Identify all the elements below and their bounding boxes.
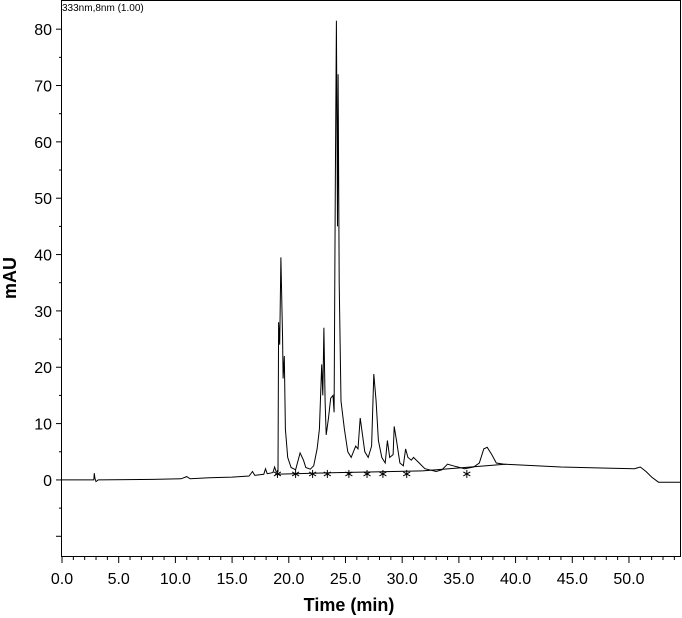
x-tick-label: 20.0 bbox=[273, 571, 304, 588]
x-tick-label: 45.0 bbox=[557, 571, 588, 588]
y-tick-label: 30 bbox=[34, 304, 52, 321]
x-tick-label: 15.0 bbox=[217, 571, 248, 588]
y-tick-label: 40 bbox=[34, 248, 52, 265]
y-tick-label: 0 bbox=[43, 473, 52, 490]
peak-marker bbox=[323, 469, 332, 478]
y-tick-label: 60 bbox=[34, 135, 52, 152]
chromatogram-trace bbox=[62, 20, 680, 483]
y-tick-label: 20 bbox=[34, 360, 52, 377]
x-axis: 0.0 5.0 10.0 15.0 20.0 25.0 30.0 35.0 40.0 45.0 50… bbox=[51, 556, 675, 588]
y-axis: 0 10 20 30 40 50 60 70 80 bbox=[34, 22, 62, 537]
x-tick-label: 0.0 bbox=[51, 571, 73, 588]
baseline-segment bbox=[422, 463, 507, 472]
peak-marker bbox=[402, 469, 411, 478]
x-tick-label: 30.0 bbox=[387, 571, 418, 588]
x-axis-title: Time (min) bbox=[304, 595, 395, 615]
peak-marker bbox=[308, 469, 317, 478]
peak-marker bbox=[363, 469, 371, 478]
peak-marker bbox=[291, 469, 300, 478]
y-tick-label: 50 bbox=[34, 191, 52, 208]
peak-markers bbox=[273, 469, 471, 478]
y-tick-label: 80 bbox=[34, 22, 52, 39]
peak-marker bbox=[463, 469, 471, 478]
x-tick-label: 10.0 bbox=[160, 571, 191, 588]
x-tick-label: 50.0 bbox=[613, 571, 644, 588]
x-tick-label: 35.0 bbox=[443, 571, 474, 588]
peak-marker bbox=[345, 469, 353, 478]
x-tick-label: 5.0 bbox=[108, 571, 130, 588]
x-tick-label: 25.0 bbox=[330, 571, 361, 588]
x-tick-label: 40.0 bbox=[500, 571, 531, 588]
plot-area bbox=[61, 0, 681, 557]
detector-label: 333nm,8nm (1.00) bbox=[62, 3, 144, 14]
y-axis-title: mAU bbox=[0, 257, 20, 299]
peak-marker bbox=[273, 469, 282, 478]
y-tick-label: 70 bbox=[34, 79, 52, 96]
y-tick-label: 10 bbox=[34, 417, 52, 434]
peak-marker bbox=[379, 469, 387, 478]
